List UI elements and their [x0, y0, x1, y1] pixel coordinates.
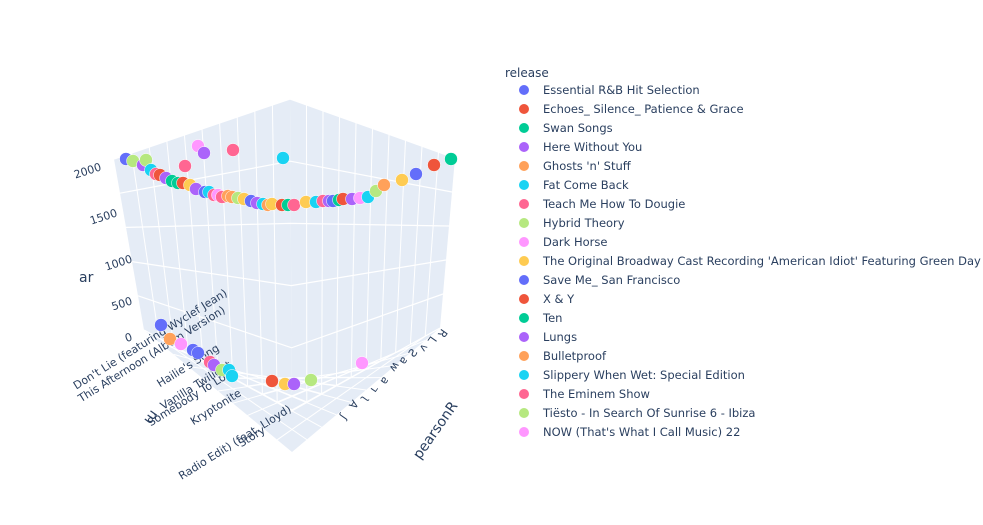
- grid-line: [271, 104, 278, 403]
- legend-label: Teach Me How To Dougie: [542, 197, 685, 211]
- x-tick-label: ꓤ: [436, 327, 451, 341]
- z-tick-label: 500: [110, 294, 134, 313]
- legend-label: Swan Songs: [543, 121, 613, 135]
- data-point: [178, 159, 192, 173]
- legend-marker: [519, 218, 529, 228]
- x-tick-label: Ɐ: [347, 398, 362, 412]
- z-tick-label: 2000: [72, 160, 103, 181]
- legend-label: Bulletproof: [543, 349, 607, 363]
- x-tick-label: ʌ: [416, 341, 431, 354]
- data-point: [226, 143, 240, 157]
- legend-marker: [519, 123, 529, 133]
- grid-line: [254, 110, 263, 395]
- x-axis-title: pearsonR: [410, 399, 461, 463]
- data-point: [225, 369, 239, 383]
- grid-line: [335, 116, 340, 386]
- data-point: [427, 158, 441, 172]
- legend-label: Fat Come Back: [543, 178, 629, 192]
- legend-marker: [519, 142, 529, 152]
- legend-marker: [519, 408, 529, 418]
- legend-label: Essential R&B Hit Selection: [543, 83, 700, 97]
- legend-label: Lungs: [543, 330, 577, 344]
- data-point: [304, 373, 318, 387]
- grid-line: [380, 134, 390, 361]
- grid-line: [183, 134, 204, 363]
- legend-label: Echoes_ Silence_ Patience & Grace: [543, 102, 744, 116]
- data-point: [287, 377, 301, 391]
- legend-label: Tiësto - In Search Of Sunrise 6 - Ibiza: [542, 406, 755, 420]
- grid-line: [262, 343, 411, 429]
- grid-line: [424, 152, 439, 337]
- x-tick-label: ʃ: [336, 411, 350, 423]
- data-point: [287, 198, 301, 212]
- legend-marker: [519, 161, 529, 171]
- legend-marker: [519, 370, 529, 380]
- legend-marker: [519, 180, 529, 190]
- legend-label: Ghosts 'n' Stuff: [543, 159, 632, 173]
- legend-label: Dark Horse: [543, 235, 607, 249]
- grid-line: [350, 122, 357, 378]
- grid-line: [219, 122, 234, 379]
- x-tick-label: ʟ: [367, 382, 381, 394]
- data-point: [197, 146, 211, 160]
- legend-marker: [519, 427, 529, 437]
- legend-marker: [519, 313, 529, 323]
- grid-line: [277, 339, 426, 403]
- data-point: [409, 167, 423, 181]
- x-tick-label: ɐ: [377, 374, 392, 387]
- data-point: [191, 346, 205, 360]
- legend-marker: [519, 104, 529, 114]
- floor-pane: [144, 328, 440, 452]
- grid-line: [321, 110, 324, 394]
- legend: release Essential R&B Hit Selection Echoe…: [505, 66, 981, 439]
- legend-marker: [519, 389, 529, 399]
- data-point: [444, 152, 458, 166]
- legend-marker: [519, 256, 529, 266]
- x-tick-label: ʅ: [357, 392, 371, 404]
- data-point: [395, 173, 409, 187]
- grid-line: [131, 259, 447, 287]
- legend-marker: [519, 85, 529, 95]
- grid-line: [365, 128, 373, 370]
- x-tick-label: Ꞁ: [426, 334, 440, 346]
- data-point: [154, 318, 168, 332]
- grid-line: [125, 222, 450, 228]
- legend-label: The Original Broadway Cast Recording 'Am…: [542, 254, 981, 268]
- legend-marker: [519, 332, 529, 342]
- legend-label: Slippery When Wet: Special Edition: [543, 368, 745, 382]
- data-points: [119, 139, 458, 391]
- grid-line: [131, 152, 160, 339]
- legend-marker: [519, 199, 529, 209]
- legend-marker: [519, 275, 529, 285]
- legend-marker: [519, 351, 529, 361]
- legend-title: release: [505, 66, 549, 80]
- data-point: [174, 337, 188, 351]
- z-tick-label: 1500: [88, 206, 119, 227]
- legend-label: Ten: [542, 311, 562, 325]
- grid-line: [276, 335, 426, 441]
- grid-line: [113, 98, 456, 160]
- legend-marker: [519, 294, 529, 304]
- data-point: [276, 151, 290, 165]
- legend-label: Hybrid Theory: [543, 216, 625, 230]
- data-point: [265, 374, 279, 388]
- grid-line: [201, 128, 219, 371]
- grid-line: [137, 293, 444, 349]
- legend-label: NOW (That's What I Call Music) 22: [543, 425, 740, 439]
- z-axis-title: ar: [79, 270, 94, 286]
- legend-label: Save Me_ San Francisco: [543, 273, 680, 287]
- legend-label: Here Without You: [543, 140, 642, 154]
- legend-label: X & Y: [543, 292, 575, 306]
- data-point: [377, 178, 391, 192]
- legend-marker: [519, 237, 529, 247]
- z-tick-label: 0: [123, 330, 134, 345]
- legend-items: Essential R&B Hit Selection Echoes_ Silen…: [519, 83, 981, 439]
- legend-label: The Eminem Show: [542, 387, 650, 401]
- z-tick-label: 1000: [103, 252, 134, 273]
- grid-line: [236, 116, 249, 387]
- data-point: [355, 356, 369, 370]
